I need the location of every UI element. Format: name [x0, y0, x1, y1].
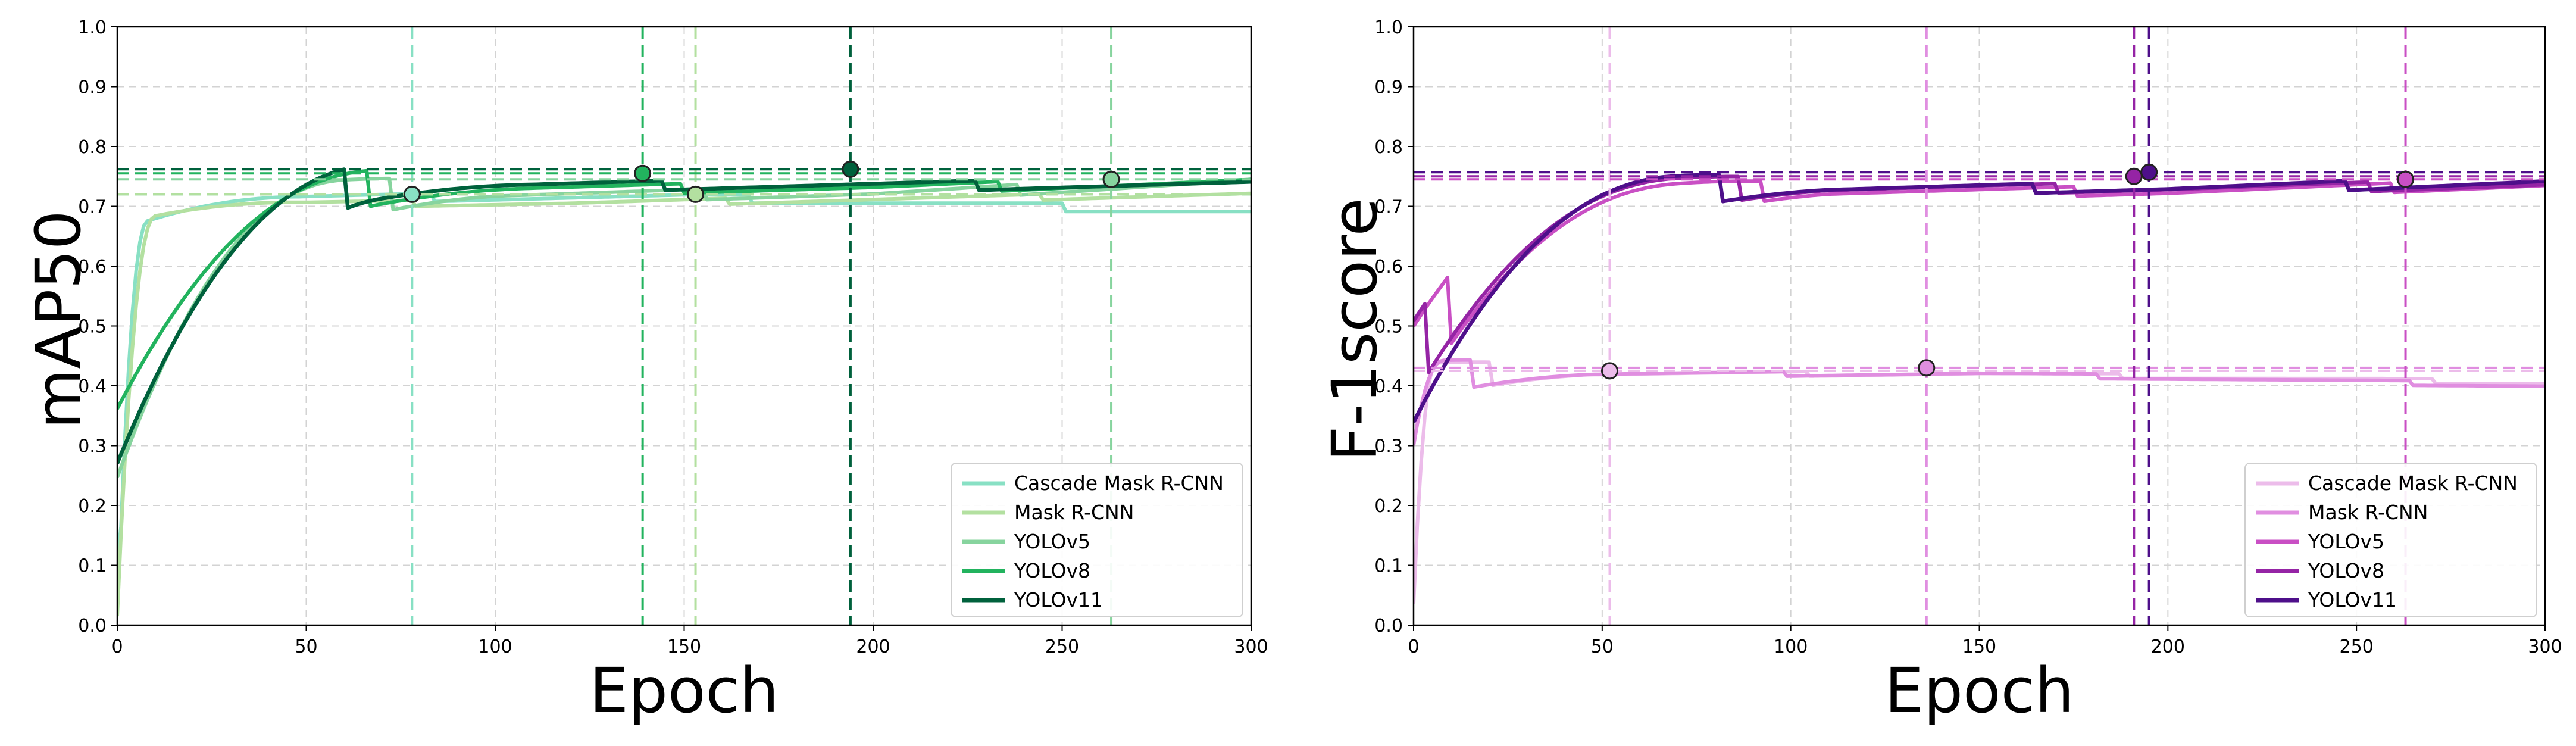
legend-label: YOLOv11	[1014, 588, 1103, 611]
y-tick-label: 0.4	[78, 376, 107, 397]
y-tick-label: 0.9	[78, 77, 107, 98]
y-tick-label: 0.6	[78, 257, 107, 277]
x-tick-label: 250	[2340, 636, 2374, 657]
x-tick-label: 200	[856, 636, 890, 657]
legend-label: YOLOv11	[2308, 588, 2397, 611]
series-line-yolov11	[117, 167, 1251, 464]
y-tick-label: 0.6	[1374, 257, 1403, 277]
y-tick-label: 0.1	[78, 556, 107, 577]
y-tick-label: 0.0	[78, 616, 107, 636]
x-axis-title: Epoch	[589, 654, 779, 727]
x-tick-label: 0	[1408, 636, 1419, 657]
x-tick-label: 50	[295, 636, 317, 657]
y-tick-label: 0.2	[1374, 496, 1403, 517]
x-tick-label: 300	[1234, 636, 1268, 657]
x-tick-label: 150	[1962, 636, 1996, 657]
best-point-marker	[1601, 362, 1619, 380]
y-tick-label: 0.7	[78, 197, 107, 218]
best-point-marker	[1102, 170, 1120, 188]
legend-label: YOLOv5	[2308, 530, 2384, 553]
x-tick-label: 300	[2528, 636, 2562, 657]
y-tick-label: 0.3	[1374, 436, 1403, 457]
y-tick-label: 0.8	[1374, 137, 1403, 158]
y-tick-label: 0.8	[78, 137, 107, 158]
y-tick-label: 0.3	[78, 436, 107, 457]
y-tick-label: 0.0	[1374, 616, 1403, 636]
best-point-marker	[2140, 163, 2158, 181]
y-tick-label: 0.4	[1374, 376, 1403, 397]
best-point-marker	[634, 164, 652, 182]
best-point-marker	[1918, 359, 1936, 377]
legend: Cascade Mask R-CNN Mask R-CNN YOLOv5 YOLOv8…	[951, 463, 1243, 617]
x-tick-label: 150	[667, 636, 701, 657]
legend-label: Mask R-CNN	[2308, 501, 2428, 524]
y-tick-label: 0.9	[1374, 77, 1403, 98]
legend-label: Cascade Mask R-CNN	[1014, 472, 1224, 495]
y-tick-label: 0.5	[1374, 317, 1403, 338]
y-axis-title: F-1score	[1318, 198, 1391, 462]
x-tick-label: 250	[1045, 636, 1079, 657]
y-tick-label: 0.1	[1374, 556, 1403, 577]
x-axis-title: Epoch	[1884, 654, 2074, 727]
legend-label: YOLOv5	[1014, 530, 1090, 553]
best-point-marker	[403, 185, 421, 203]
legend-label: Mask R-CNN	[1014, 501, 1134, 524]
legend: Cascade Mask R-CNN Mask R-CNN YOLOv5 YOLOv8…	[2244, 463, 2537, 617]
f1score-panel: 0 50 100 150 200 250 300 0.0 0.1 0.2 0.3 0.4 0.5 0.6 0…	[1318, 17, 2562, 727]
y-axis-title: mAP50	[22, 210, 95, 429]
x-tick-label: 100	[1774, 636, 1808, 657]
y-tick-label: 0.5	[78, 317, 107, 338]
plot-content	[117, 27, 1251, 625]
legend-box	[951, 463, 1243, 617]
series-line-yolov11	[1414, 173, 2545, 423]
y-tick-label: 1.0	[1374, 17, 1403, 38]
best-point-marker	[687, 185, 705, 203]
legend-box	[2244, 463, 2537, 617]
x-tick-label: 200	[2151, 636, 2185, 657]
series-line-mask-r-cnn	[117, 191, 1251, 617]
legend-label: YOLOv8	[1014, 559, 1090, 582]
series-line-yolov5	[1414, 179, 2545, 345]
y-tick-label: 0.7	[1374, 197, 1403, 218]
x-tick-label: 100	[478, 636, 512, 657]
y-tick-label: 1.0	[78, 17, 107, 38]
x-tick-label: 0	[111, 636, 123, 657]
map50-panel: 0 50 100 150 200 250 300 0.0 0.1 0.2 0.3 0.4 0.5 0.6 0…	[22, 17, 1268, 727]
y-tick-label: 0.2	[78, 496, 107, 517]
legend-label: YOLOv8	[2308, 559, 2384, 582]
best-point-marker	[2125, 167, 2143, 185]
x-tick-label: 50	[1591, 636, 1614, 657]
legend-label: Cascade Mask R-CNN	[2308, 472, 2518, 495]
best-point-marker	[2397, 170, 2415, 188]
best-point-marker	[842, 160, 859, 178]
